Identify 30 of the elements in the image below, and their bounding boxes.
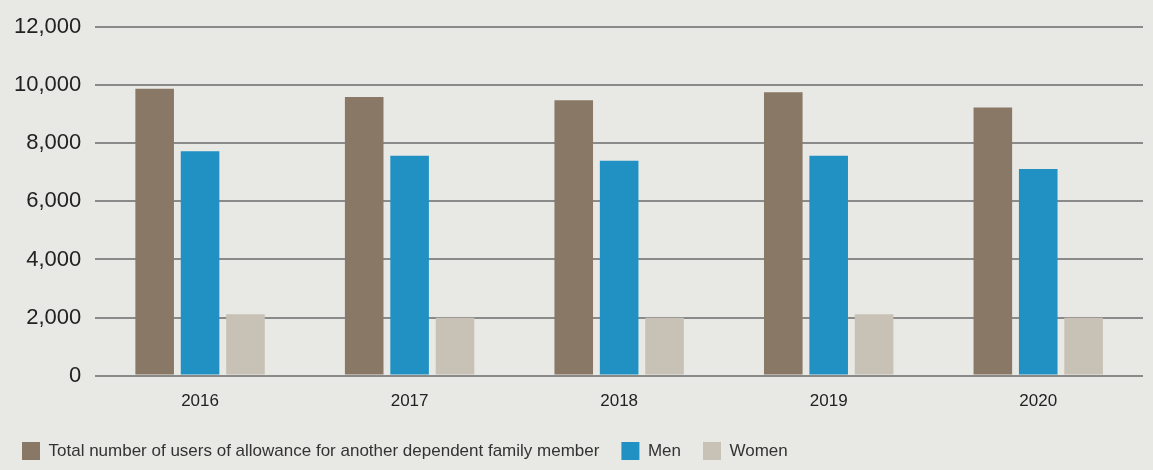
y-tick-label: 2,000 (26, 303, 82, 329)
bar (809, 155, 848, 375)
y-tick-label: 6,000 (26, 187, 82, 213)
bar (973, 107, 1013, 375)
bar (599, 160, 639, 375)
legend-label: Women (729, 440, 788, 460)
bar (763, 92, 803, 375)
bar (645, 317, 684, 375)
y-tick-label: 12,000 (13, 13, 82, 39)
x-tick-label: 2016 (181, 391, 219, 411)
legend-label: Men (647, 440, 681, 460)
y-tick-label: 10,000 (13, 71, 82, 97)
x-tick-label: 2019 (809, 391, 848, 411)
bar (135, 88, 174, 375)
bar (1064, 317, 1103, 375)
bar (226, 314, 265, 375)
y-tick-label: 8,000 (26, 129, 82, 155)
y-tick-label: 4,000 (26, 245, 82, 271)
x-tick-label: 2020 (1019, 391, 1058, 411)
bar (344, 96, 384, 375)
x-tick-label: 2018 (600, 391, 639, 411)
bar (854, 314, 894, 375)
bar (390, 155, 429, 375)
bar (180, 151, 220, 375)
y-tick-label: 0 (69, 361, 82, 387)
x-tick-label: 2017 (390, 391, 429, 411)
bar (1018, 168, 1058, 375)
bar (554, 100, 594, 375)
legend-label: Total number of users of allowance for another dependent family member (48, 440, 600, 460)
bar (435, 317, 475, 375)
